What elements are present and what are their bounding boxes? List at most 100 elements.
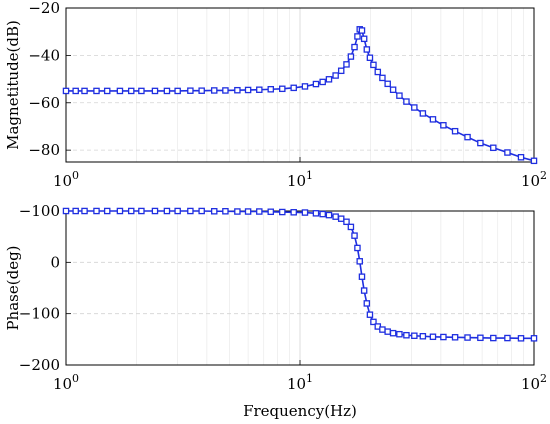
data-point-marker — [81, 87, 88, 95]
grid — [65, 211, 535, 365]
data-point-marker — [198, 207, 205, 215]
data-point-marker — [351, 232, 358, 239]
data-point-marker — [319, 78, 326, 86]
data-point-marker — [384, 80, 391, 88]
data-point-marker — [403, 331, 410, 339]
data-point-marker — [366, 311, 374, 318]
data-point-marker — [116, 207, 124, 215]
series — [62, 207, 538, 342]
data-point-marker — [103, 207, 111, 215]
x-tick-label: 102 — [521, 169, 547, 190]
data-point-marker — [451, 127, 459, 135]
data-point-marker — [343, 218, 350, 226]
y-tick-label: −60 — [28, 94, 60, 112]
data-point-marker — [256, 86, 263, 93]
y-tick-label: −20 — [28, 0, 60, 17]
data-point-marker — [301, 83, 309, 90]
data-point-marker — [93, 207, 100, 215]
y-tick-label: −80 — [28, 141, 60, 159]
data-point-marker — [234, 208, 241, 215]
data-point-marker — [343, 61, 350, 68]
data-point-marker — [151, 207, 159, 215]
series — [62, 26, 538, 165]
data-point-marker — [363, 46, 371, 53]
data-point-marker — [62, 207, 70, 215]
data-point-marker — [530, 157, 538, 165]
data-point-marker — [312, 210, 320, 217]
data-point-marker — [354, 33, 361, 40]
data-point-marker — [477, 139, 484, 147]
y-tick-label: −40 — [28, 46, 60, 64]
data-point-marker — [389, 329, 397, 337]
magnitude-plot: Magnetitude(dB) 100 101 102 −80 −60 −40 −20 — [4, 0, 547, 190]
data-point-marker — [440, 122, 447, 129]
data-point-marker — [222, 87, 229, 94]
x-tick-label: 100 — [53, 372, 79, 393]
data-point-marker — [138, 207, 145, 215]
y-tick-label: −200 — [19, 356, 60, 374]
data-point-marker — [319, 210, 326, 218]
data-point-marker — [163, 87, 171, 95]
data-point-marker — [103, 87, 111, 95]
data-point-marker — [337, 215, 345, 222]
data-point-marker — [244, 208, 252, 215]
data-point-marker — [366, 54, 374, 62]
data-point-marker — [332, 213, 339, 220]
data-point-marker — [210, 87, 218, 94]
data-point-marker — [127, 87, 135, 95]
data-point-marker — [477, 334, 484, 342]
y-tick-label: 0 — [50, 253, 60, 271]
data-point-marker — [360, 35, 368, 43]
data-point-marker — [504, 334, 511, 342]
data-point-marker — [411, 104, 418, 111]
y-tick-label: −100 — [19, 305, 60, 323]
data-point-marker — [370, 61, 377, 69]
data-point-marker — [396, 330, 403, 338]
x-tick-label: 102 — [521, 372, 547, 393]
data-point-marker — [279, 208, 286, 216]
data-point-marker — [419, 332, 427, 340]
data-point-marker — [429, 333, 437, 341]
data-point-marker — [198, 87, 205, 94]
data-point-marker — [347, 223, 355, 231]
phase-plot: Phase(deg) Frequency(Hz) 100 101 102 −200 −1… — [4, 202, 547, 420]
x-tick-label: 101 — [287, 372, 313, 393]
data-point-marker — [116, 87, 124, 95]
data-point-marker — [244, 86, 252, 94]
data-point-marker — [222, 208, 229, 215]
data-point-marker — [504, 149, 511, 156]
data-point-marker — [379, 326, 386, 333]
data-point-marker — [256, 208, 263, 215]
grid — [65, 8, 535, 162]
data-point-marker — [210, 208, 218, 215]
x-tick-label: 101 — [287, 169, 313, 190]
data-point-marker — [403, 98, 410, 105]
frequency-x-axis-label: Frequency(Hz) — [243, 402, 357, 420]
data-point-marker — [354, 244, 361, 252]
data-point-marker — [358, 273, 366, 280]
data-point-marker — [464, 334, 471, 341]
data-point-marker — [290, 84, 297, 92]
data-point-marker — [451, 334, 459, 341]
data-point-marker — [360, 287, 368, 294]
data-point-marker — [279, 85, 286, 93]
data-point-marker — [370, 318, 377, 326]
data-point-marker — [374, 68, 382, 76]
data-point-marker — [384, 328, 391, 335]
ticks: 100 101 102 −80 −60 −40 −20 — [28, 0, 547, 190]
data-point-marker — [358, 27, 366, 34]
data-point-marker — [347, 53, 355, 60]
y-tick-label: −100 — [19, 202, 60, 220]
data-point-marker — [163, 207, 171, 215]
data-point-marker — [429, 116, 437, 123]
data-point-marker — [356, 258, 363, 265]
data-point-marker — [267, 208, 275, 216]
data-point-marker — [530, 335, 538, 342]
data-point-marker — [174, 87, 181, 95]
data-point-marker — [389, 86, 397, 93]
data-point-marker — [187, 87, 194, 94]
data-point-marker — [312, 80, 320, 88]
data-point-marker — [490, 334, 497, 342]
data-point-marker — [93, 87, 100, 95]
